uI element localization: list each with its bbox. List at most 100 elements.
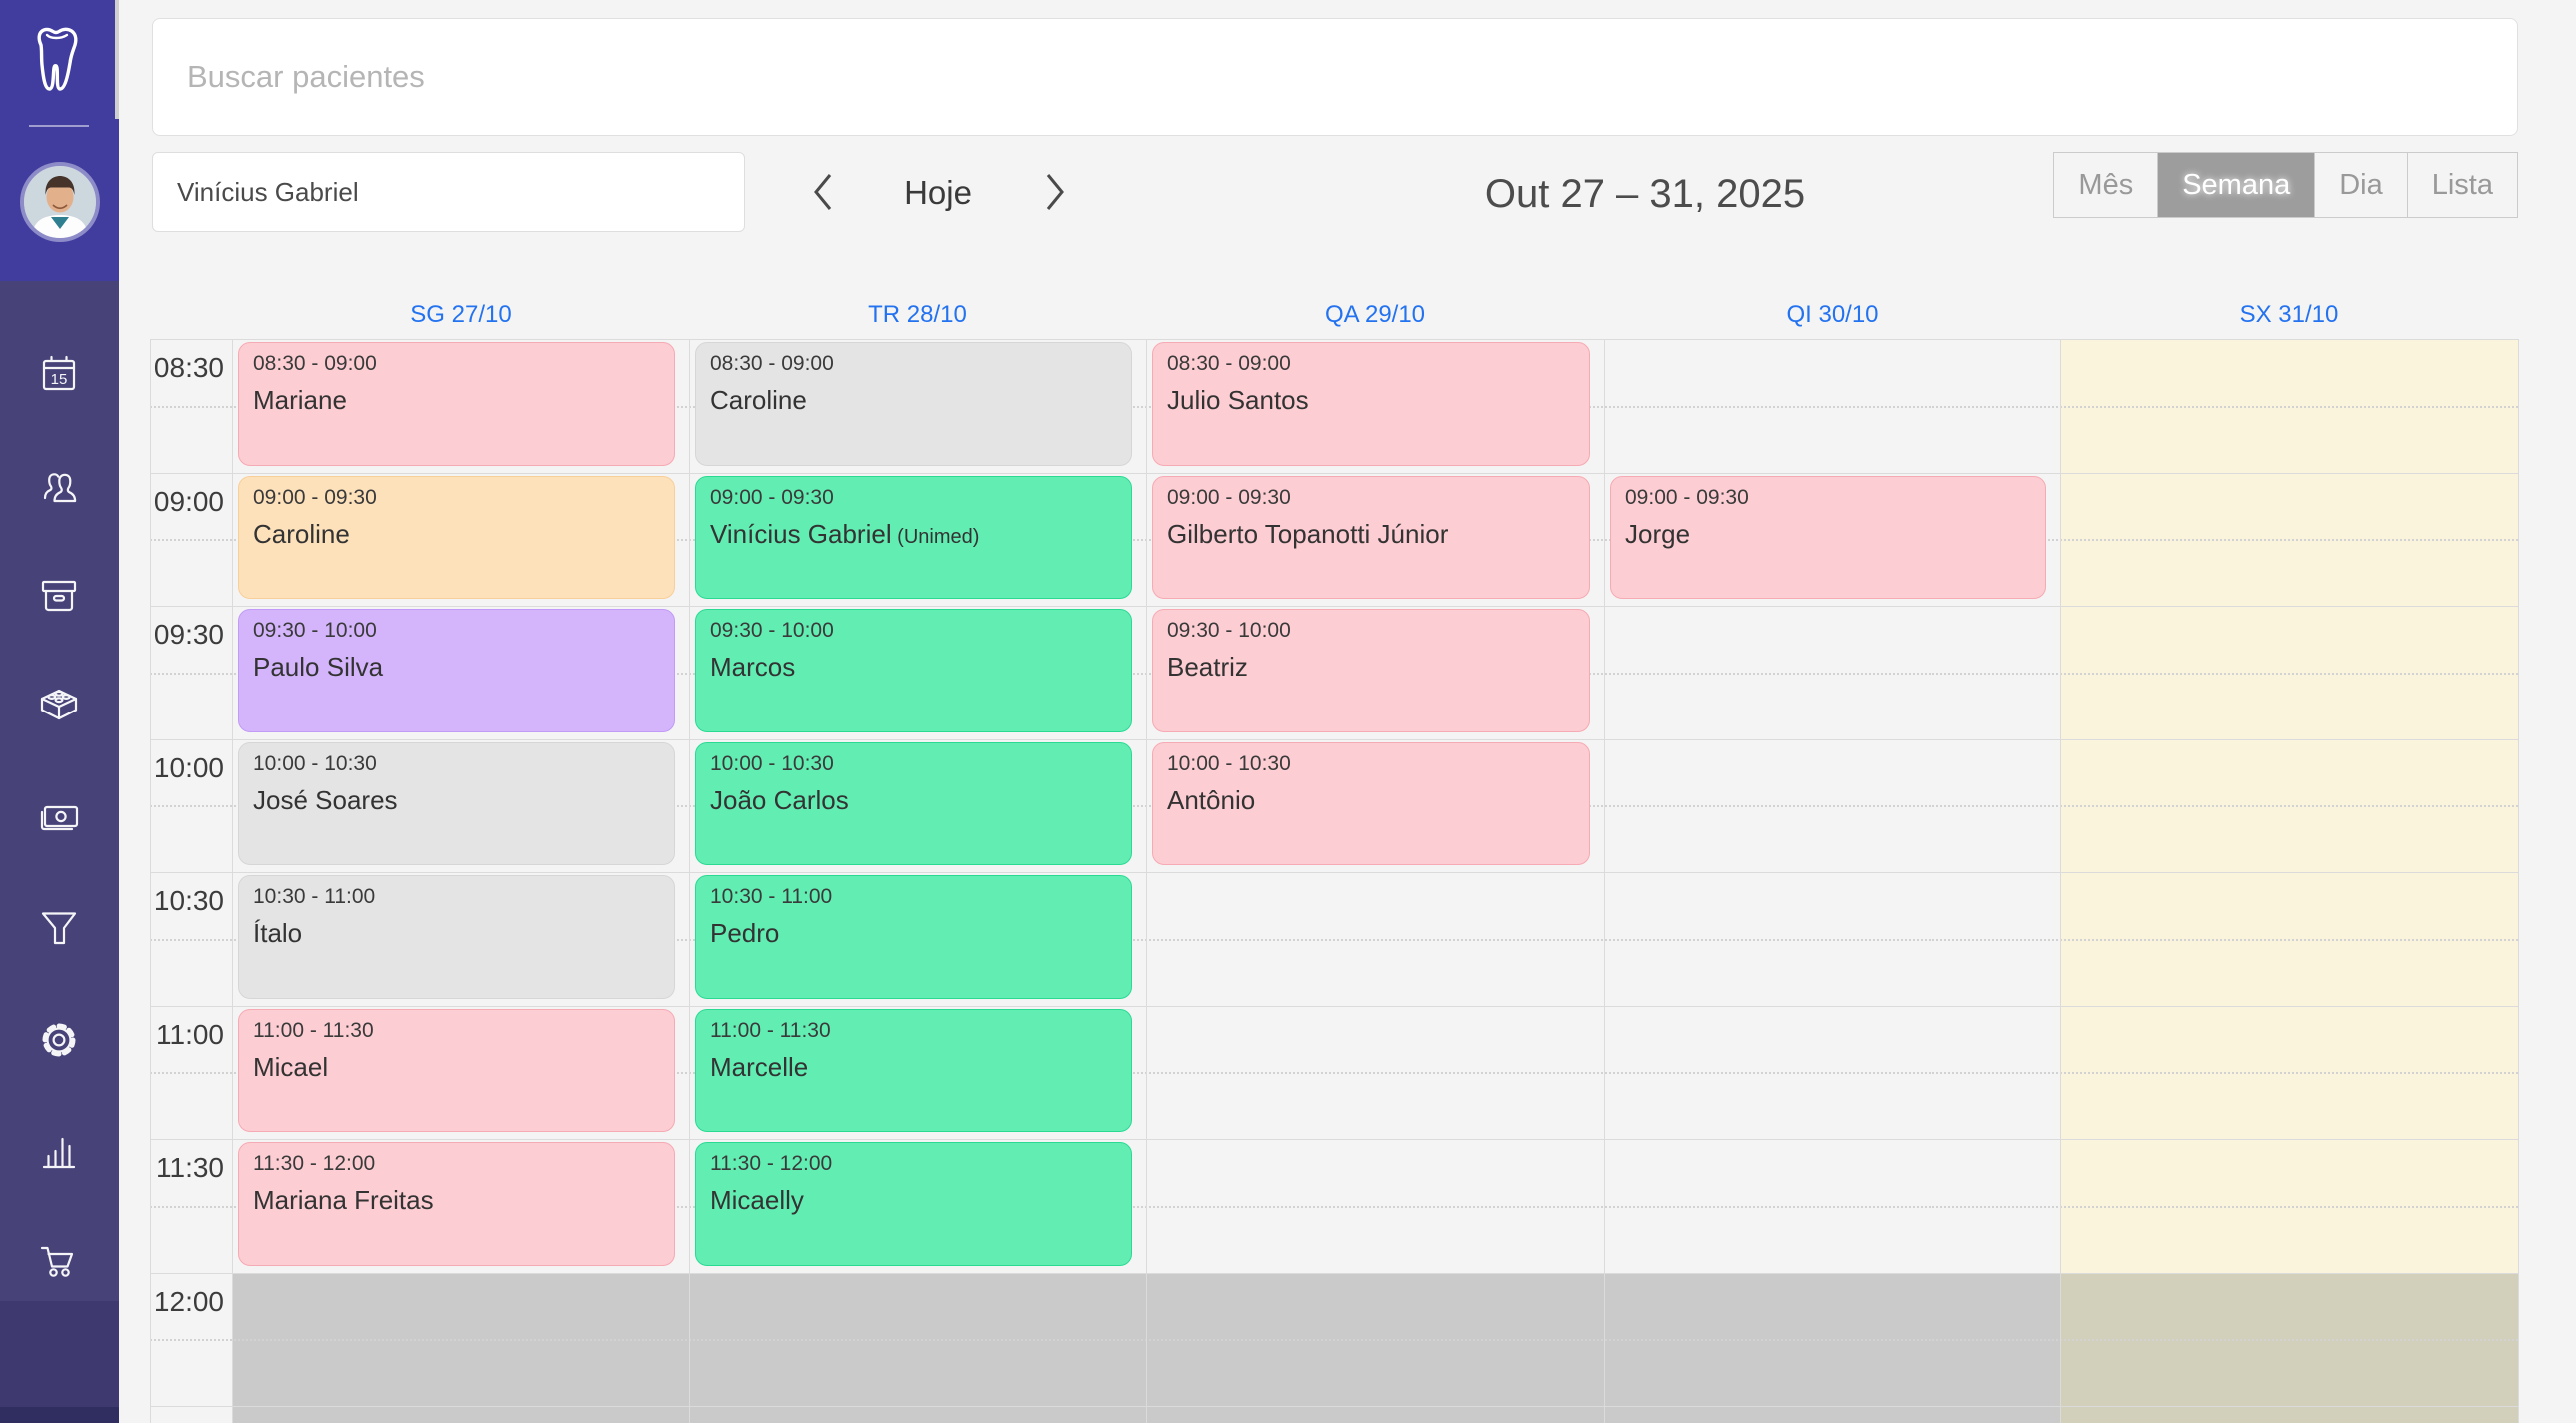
day-header[interactable]: TR 28/10 xyxy=(868,301,967,328)
time-label: 10:00 xyxy=(153,751,224,783)
slot-line xyxy=(150,872,2518,873)
view-button-semana[interactable]: Semana xyxy=(2157,152,2316,218)
today-button[interactable]: Hoje xyxy=(904,174,972,211)
event-patient-name: Caroline xyxy=(710,385,807,415)
event-patient-name: Marcos xyxy=(710,652,796,682)
slot-line xyxy=(150,472,2518,474)
appointment-event[interactable]: 10:30 - 11:00 Ítalo xyxy=(238,875,675,999)
event-patient-name: Mariana Freitas xyxy=(253,1185,434,1215)
sidebar-item-archive-box-icon[interactable] xyxy=(36,574,82,620)
day-header[interactable]: SX 31/10 xyxy=(2239,301,2339,328)
quarter-hour-line xyxy=(150,938,2518,941)
search-input[interactable] xyxy=(152,18,2518,136)
tooth-icon xyxy=(37,27,78,91)
column-line xyxy=(150,339,151,1423)
appointment-event[interactable]: 09:30 - 10:00 Marcos xyxy=(695,609,1132,732)
column-line xyxy=(2060,339,2061,1423)
event-patient-name: Mariane xyxy=(253,385,347,415)
event-time: 11:00 - 11:30 xyxy=(253,1018,374,1042)
appointment-event[interactable]: 11:30 - 12:00 Micaelly xyxy=(695,1142,1132,1266)
next-week-button[interactable] xyxy=(1035,170,1075,216)
event-patient-name: Marcelle xyxy=(710,1051,809,1082)
appointment-event[interactable]: 11:00 - 11:30 Marcelle xyxy=(695,1008,1132,1132)
time-label: 08:30 xyxy=(153,352,224,383)
time-label: 11:00 xyxy=(156,1018,224,1050)
professional-select-value: Vinícius Gabriel xyxy=(177,177,359,207)
quarter-hour-line xyxy=(150,1339,2518,1342)
event-patient-name: Antônio xyxy=(1167,784,1256,815)
day-header[interactable]: QI 30/10 xyxy=(1786,301,1879,328)
event-time: 10:00 - 10:30 xyxy=(710,751,834,775)
event-time: 09:30 - 10:00 xyxy=(253,619,377,642)
slot-line xyxy=(150,339,2518,340)
column-line xyxy=(689,339,690,1423)
event-insurance-label: (Unimed) xyxy=(891,525,980,548)
prev-week-button[interactable] xyxy=(803,170,843,216)
slot-line xyxy=(150,1272,2518,1274)
professional-select[interactable]: Vinícius Gabriel xyxy=(152,152,745,232)
clinic-logo-button[interactable] xyxy=(27,22,89,108)
event-time: 09:30 - 10:00 xyxy=(710,619,834,642)
sidebar-item-bar-chart-icon[interactable] xyxy=(36,1128,82,1174)
view-button-lista[interactable]: Lista xyxy=(2406,152,2518,218)
slot-line xyxy=(150,606,2518,607)
sidebar-item-banknote-icon[interactable] xyxy=(36,795,82,841)
sidebar-item-people-icon[interactable] xyxy=(36,463,82,509)
appointment-event[interactable]: 10:00 - 10:30 José Soares xyxy=(238,741,675,865)
event-time: 10:00 - 10:30 xyxy=(253,751,377,775)
user-avatar[interactable] xyxy=(20,162,100,242)
day-header[interactable]: QA 29/10 xyxy=(1324,301,1426,328)
quarter-hour-line xyxy=(150,1205,2518,1208)
appointment-event[interactable]: 08:30 - 09:00 Julio Santos xyxy=(1152,342,1590,466)
event-patient-name: João Carlos xyxy=(710,784,849,815)
sidebar-item-calendar-icon[interactable]: 15 xyxy=(36,352,82,398)
sidebar-bottom-band xyxy=(0,1301,119,1423)
off-hours-band-friday xyxy=(2060,1272,2518,1423)
event-patient-name: Micaelly xyxy=(710,1185,804,1215)
sidebar-item-funnel-icon[interactable] xyxy=(36,906,82,952)
svg-text:15: 15 xyxy=(51,371,68,388)
column-line xyxy=(232,339,233,1423)
appointment-event[interactable]: 09:00 - 09:30 Gilberto Topanotti Júnior xyxy=(1152,475,1590,599)
appointment-event[interactable]: 08:30 - 09:00 Caroline xyxy=(695,342,1132,466)
friday-column-background xyxy=(2060,339,2518,1423)
day-header[interactable]: SG 27/10 xyxy=(410,301,512,328)
appointment-event[interactable]: 11:30 - 12:00 Mariana Freitas xyxy=(238,1142,675,1266)
chevron-left-icon xyxy=(814,174,832,210)
slot-line xyxy=(150,738,2518,740)
appointment-event[interactable]: 10:00 - 10:30 João Carlos xyxy=(695,741,1132,865)
appointment-event[interactable]: 09:00 - 09:30 Vinícius Gabriel (Unimed) xyxy=(695,475,1132,599)
event-patient-name: José Soares xyxy=(253,784,398,815)
appointment-event[interactable]: 10:30 - 11:00 Pedro xyxy=(695,875,1132,999)
banknote-icon xyxy=(40,805,79,831)
view-button-dia[interactable]: Dia xyxy=(2314,152,2408,218)
sidebar-item-gear-icon[interactable] xyxy=(36,1017,82,1063)
appointment-event[interactable]: 09:30 - 10:00 Paulo Silva xyxy=(238,609,675,732)
sidebar-item-brick-icon[interactable] xyxy=(36,685,82,730)
appointment-event[interactable]: 08:30 - 09:00 Mariane xyxy=(238,342,675,466)
event-patient-name: Vinícius Gabriel (Unimed) xyxy=(710,518,980,549)
appointment-event[interactable]: 09:00 - 09:30 Jorge xyxy=(1610,475,2046,599)
event-time: 09:00 - 09:30 xyxy=(253,485,377,509)
logo-divider xyxy=(29,125,89,127)
appointment-event[interactable]: 09:30 - 10:00 Beatriz xyxy=(1152,609,1590,732)
event-patient-name: Julio Santos xyxy=(1167,385,1309,415)
appointment-event[interactable]: 11:00 - 11:30 Micael xyxy=(238,1008,675,1132)
event-patient-name: Caroline xyxy=(253,518,350,549)
time-label: 09:00 xyxy=(153,485,224,517)
sidebar-item-shopping-cart-icon[interactable] xyxy=(36,1239,82,1285)
sidebar: 15 xyxy=(0,0,119,1423)
view-button-mes[interactable]: Mês xyxy=(2053,152,2159,218)
scrollbar-thumb[interactable] xyxy=(115,0,119,119)
appointment-event[interactable]: 09:00 - 09:30 Caroline xyxy=(238,475,675,599)
gear-icon xyxy=(42,1023,76,1057)
bar-chart-icon xyxy=(42,1137,76,1169)
people-icon xyxy=(43,473,77,503)
event-patient-name: Paulo Silva xyxy=(253,652,384,682)
column-line xyxy=(2518,339,2519,1423)
archive-box-icon xyxy=(41,580,77,612)
slot-line xyxy=(150,1139,2518,1140)
appointment-event[interactable]: 10:00 - 10:30 Antônio xyxy=(1152,741,1590,865)
column-line xyxy=(1146,339,1147,1423)
